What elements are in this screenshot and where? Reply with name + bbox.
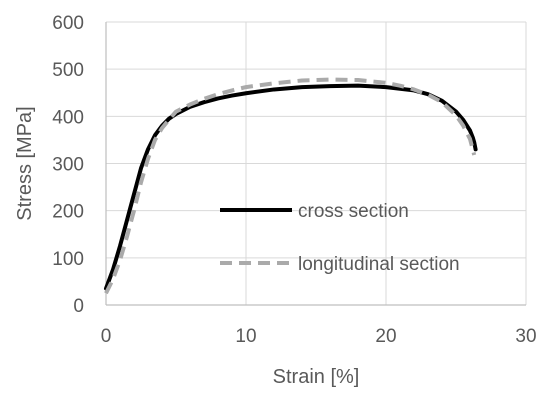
x-axis-title: Strain [%] xyxy=(273,366,360,388)
series-layer xyxy=(104,77,478,295)
y-tick-label: 500 xyxy=(52,60,84,81)
x-tick-label: 30 xyxy=(515,326,536,347)
y-tick-label: 600 xyxy=(52,13,84,34)
legend-label-1: cross section xyxy=(298,201,409,222)
tick-labels: 0 100 200 300 400 500 600 0 10 20 30 xyxy=(52,13,536,347)
y-tick-label: 300 xyxy=(52,155,84,176)
y-axis-title: Stress [MPa] xyxy=(14,106,36,220)
legend: cross section longitudinal section xyxy=(220,201,460,275)
y-tick-label: 200 xyxy=(52,202,84,223)
y-tick-label: 100 xyxy=(52,249,84,270)
series-line-1 xyxy=(104,83,478,291)
series-line-2 xyxy=(104,77,477,295)
y-tick-label: 0 xyxy=(73,296,84,317)
x-tick-label: 0 xyxy=(101,326,112,347)
x-tick-label: 20 xyxy=(375,326,396,347)
legend-label-2: longitudinal section xyxy=(298,254,460,275)
axes xyxy=(105,22,526,306)
x-tick-label: 10 xyxy=(235,326,256,347)
y-tick-label: 400 xyxy=(52,107,84,128)
